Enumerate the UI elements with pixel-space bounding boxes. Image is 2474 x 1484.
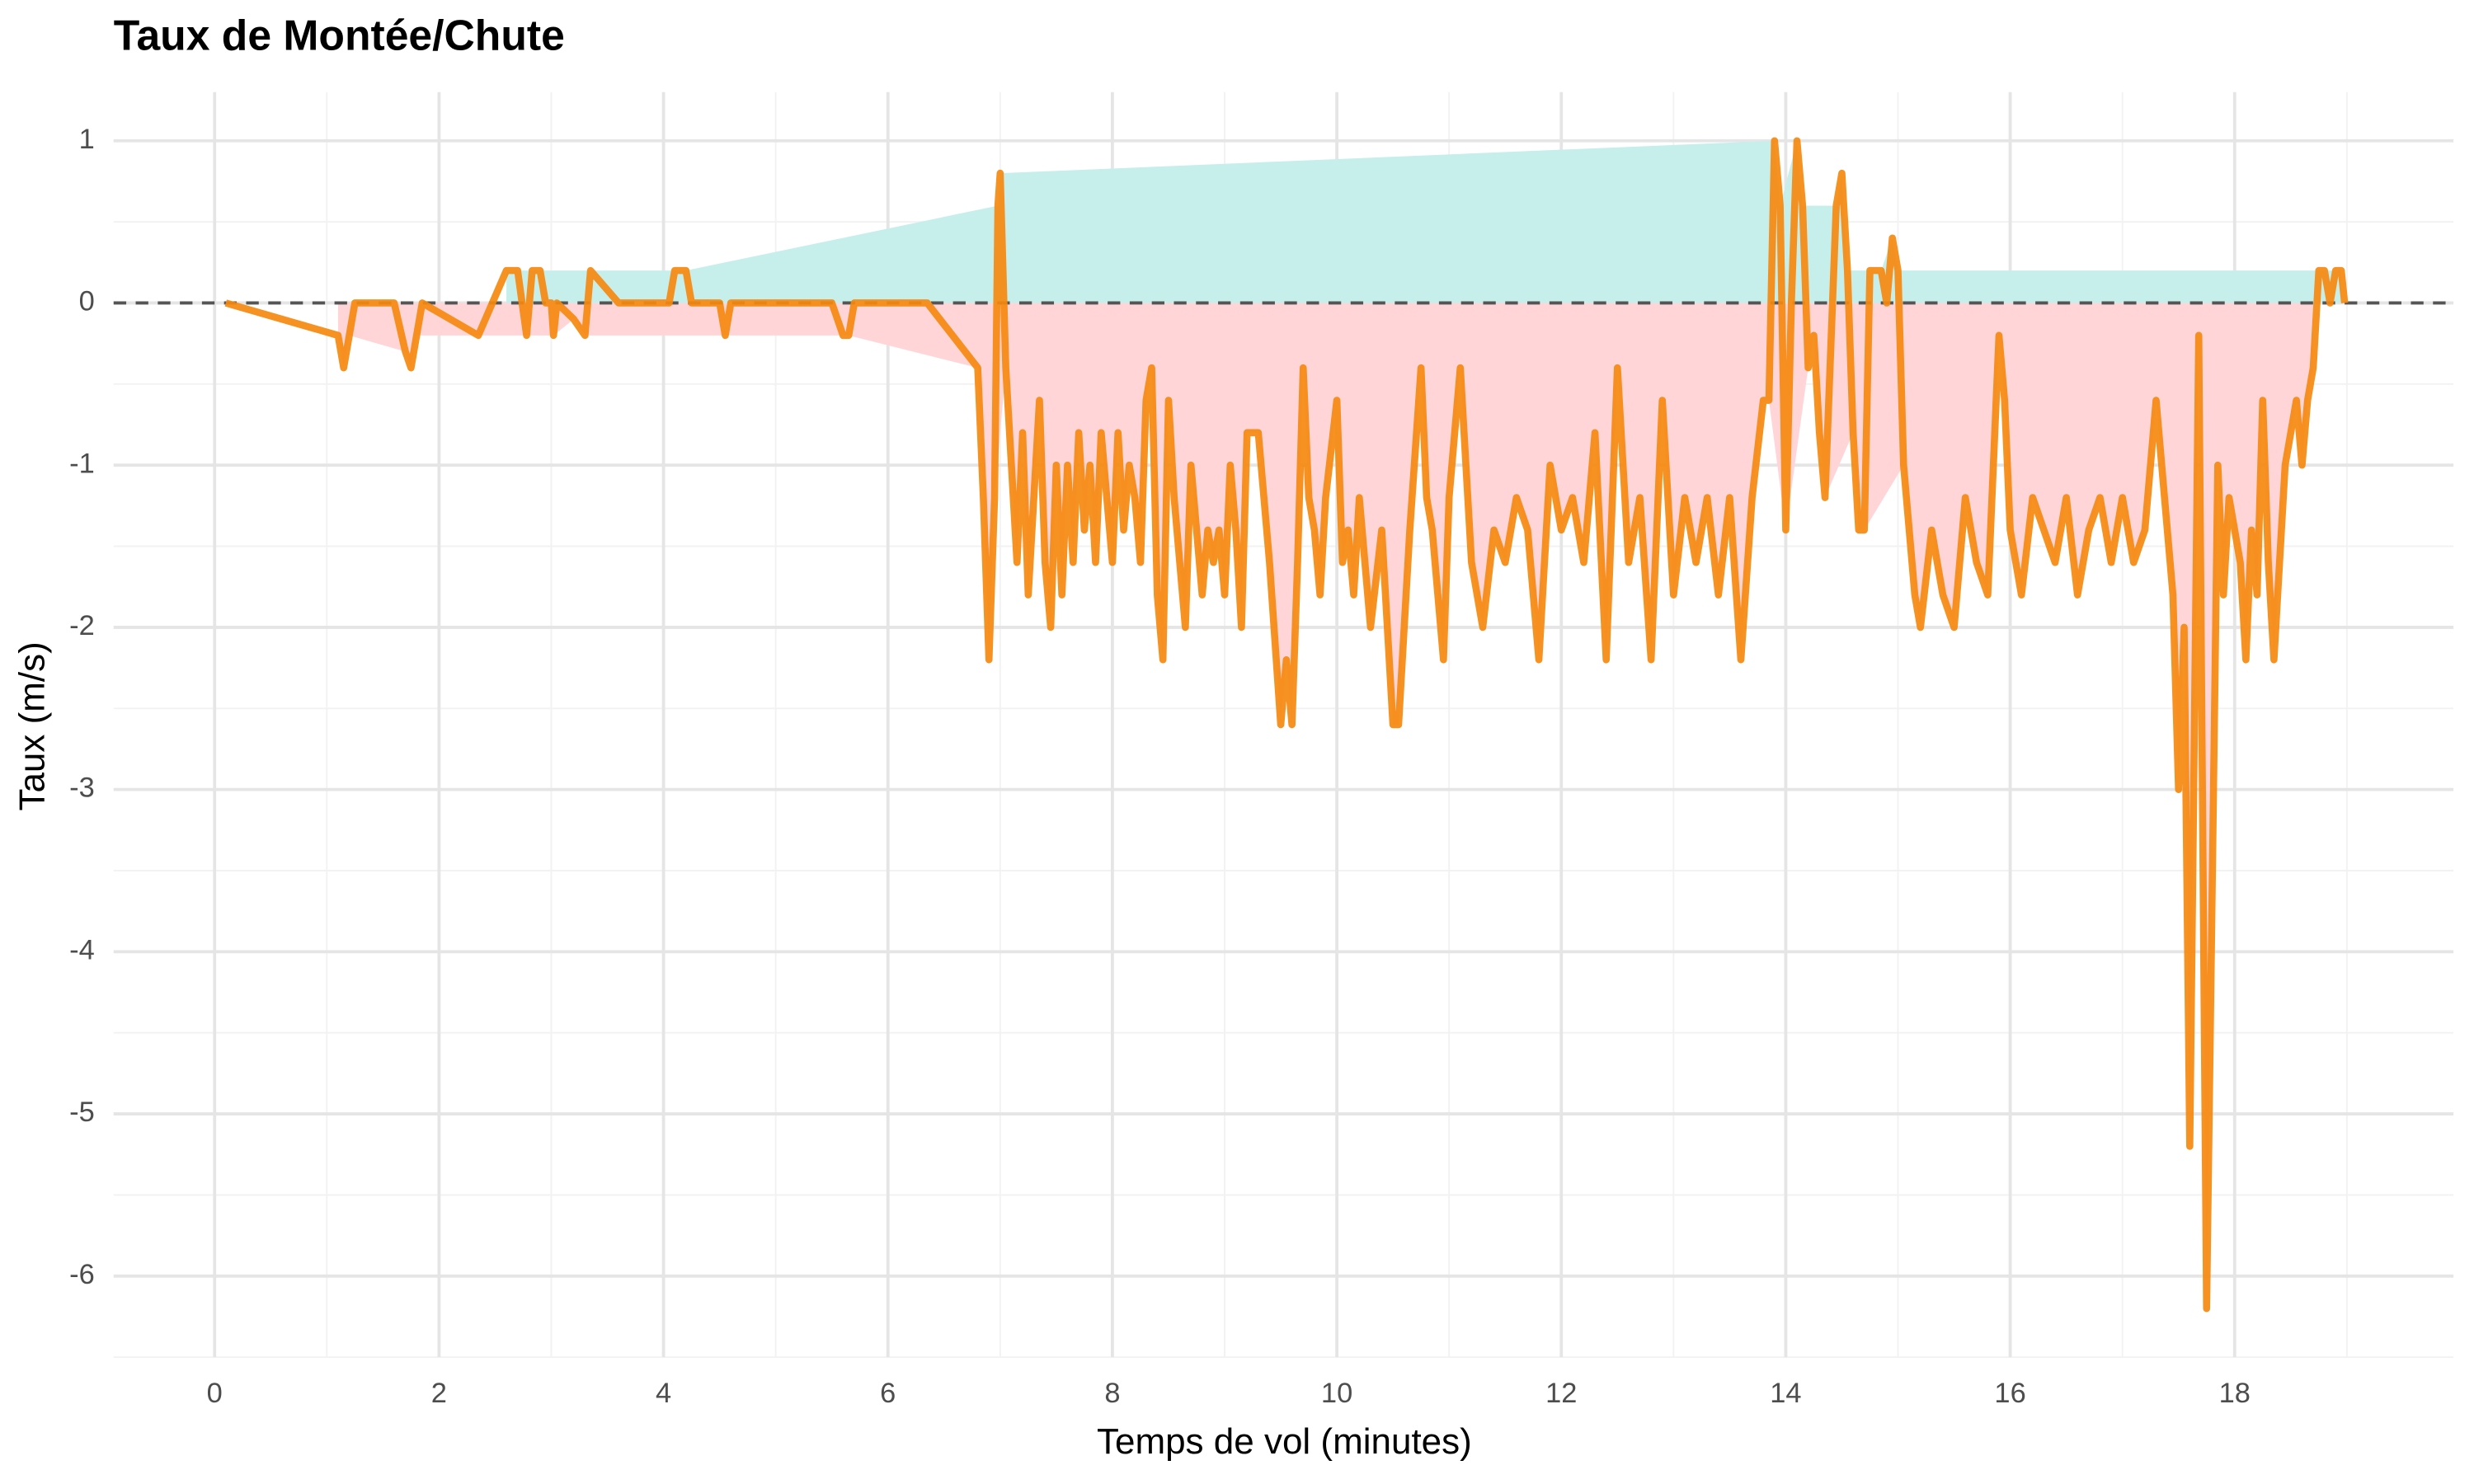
y-tick-label: -1 [69, 448, 95, 479]
x-axis-title: Temps de vol (minutes) [1097, 1421, 1472, 1462]
x-tick-label: 14 [1770, 1378, 1801, 1409]
x-tick-label: 6 [880, 1378, 896, 1409]
areas [337, 140, 2342, 1309]
marks [113, 137, 2454, 1313]
chart-title: Taux de Montée/Chute [114, 11, 565, 59]
y-axis-title: Taux (m/s) [12, 641, 53, 810]
positive-area [506, 140, 2342, 303]
y-tick-label: 0 [79, 286, 95, 317]
x-tick-label: 0 [207, 1378, 223, 1409]
y-tick-label: 1 [79, 124, 95, 155]
x-tick-label: 16 [1994, 1378, 2025, 1409]
x-tick-label: 18 [2219, 1378, 2251, 1409]
rate-line [224, 137, 2349, 1313]
y-tick-label: -5 [69, 1097, 95, 1128]
x-tick-label: 8 [1104, 1378, 1120, 1409]
x-tick-label: 10 [1321, 1378, 1352, 1409]
y-tick-label: -2 [69, 610, 95, 641]
x-tick-label: 12 [1545, 1378, 1577, 1409]
x-tick-label: 2 [431, 1378, 447, 1409]
y-tick-label: -3 [69, 773, 95, 804]
negative-area [337, 303, 2314, 1309]
y-tick-label: -6 [69, 1259, 95, 1290]
x-tick-label: 4 [656, 1378, 671, 1409]
y-tick-label: -4 [69, 934, 95, 965]
